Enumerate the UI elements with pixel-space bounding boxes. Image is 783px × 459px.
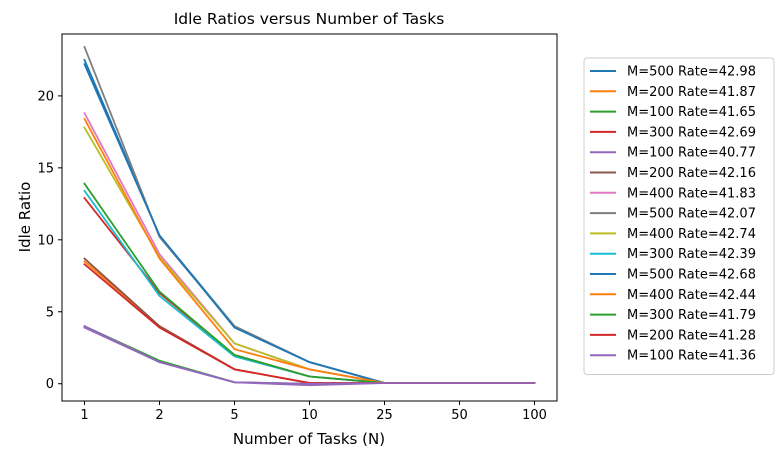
x-tick-label: 100 [522, 408, 547, 423]
legend-item-label: M=500 Rate=42.68 [627, 268, 756, 283]
series-line-11 [83, 63, 536, 384]
legend-item-label: M=300 Rate=41.79 [627, 308, 756, 323]
y-axis-title: Idle Ratio [16, 182, 34, 253]
y-tick-label: 5 [46, 305, 54, 320]
series-line-7 [83, 111, 536, 384]
legend: M=500 Rate=42.98 M=200 Rate=41.87 M=100 Ra… [583, 57, 775, 375]
series-line-4 [83, 196, 536, 384]
legend-item-label: M=400 Rate=42.74 [627, 227, 756, 242]
legend-item-label: M=100 Rate=41.36 [627, 349, 756, 364]
legend-item-label: M=500 Rate=42.98 [627, 65, 756, 80]
y-tick-label: 20 [37, 89, 54, 104]
x-tick-label: 2 [155, 408, 163, 423]
legend-frame [583, 57, 775, 375]
x-tick-label: 10 [301, 408, 318, 423]
legend-item-label: M=300 Rate=42.39 [627, 247, 756, 262]
x-tick-label: 50 [451, 408, 468, 423]
y-tick-label: 10 [37, 233, 54, 248]
plot-area [61, 33, 558, 402]
x-axis: 1 2 5 10 25 50 100 [80, 401, 547, 423]
y-tick-label: 0 [46, 377, 54, 392]
x-tick-label: 25 [376, 408, 393, 423]
x-tick-label: 5 [230, 408, 238, 423]
y-axis: 0 5 10 15 20 [37, 89, 62, 392]
legend-item-label: M=400 Rate=41.83 [627, 186, 756, 201]
x-axis-title: Number of Tasks (N) [233, 430, 385, 448]
x-tick-label: 1 [80, 408, 88, 423]
series-line-1 [83, 58, 536, 384]
legend-item-label: M=400 Rate=42.44 [627, 288, 756, 303]
legend-item-label: M=200 Rate=42.16 [627, 166, 756, 181]
legend-item-label: M=200 Rate=41.87 [627, 85, 756, 100]
series-line-15 [83, 326, 536, 385]
legend-item-label: M=300 Rate=42.69 [627, 125, 756, 140]
series-line-12 [83, 117, 536, 384]
series-line-8 [83, 45, 536, 384]
legend-item-label: M=100 Rate=41.65 [627, 105, 756, 120]
series-line-3 [83, 324, 536, 385]
chart-title: Idle Ratios versus Number of Tasks [174, 10, 445, 28]
y-tick-label: 15 [37, 161, 54, 176]
series-line-9 [83, 126, 536, 384]
legend-item-label: M=200 Rate=41.28 [627, 328, 756, 343]
legend-item-label: M=100 Rate=40.77 [627, 146, 756, 161]
legend-item-label: M=500 Rate=42.07 [627, 207, 756, 222]
